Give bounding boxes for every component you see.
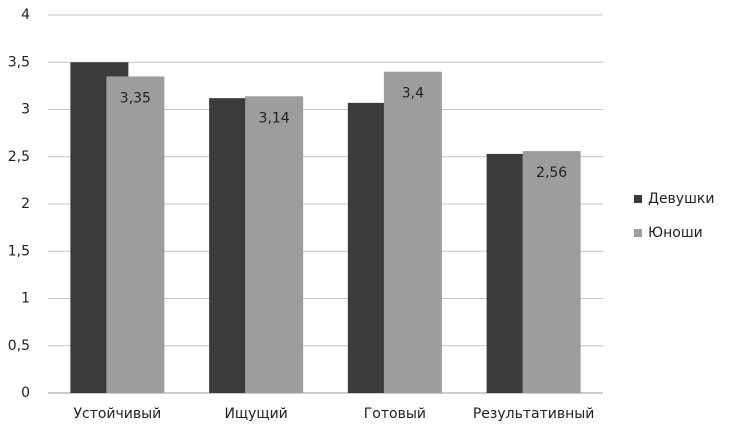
data-label: 3,35	[120, 90, 151, 106]
bar	[383, 71, 442, 393]
y-tick-label: 3	[21, 102, 30, 118]
y-tick-label: 3,5	[8, 54, 30, 70]
y-tick-label: 0	[21, 385, 30, 401]
y-tick-label: 1	[21, 291, 30, 307]
y-tick-label: 1,5	[8, 243, 30, 259]
x-tick-label: Ищущий	[224, 406, 287, 422]
y-tick-label: 2,5	[8, 149, 30, 165]
y-tick-label: 2	[21, 196, 30, 212]
bar	[245, 96, 304, 394]
x-tick-label: Устойчивый	[73, 406, 161, 422]
bar	[106, 76, 165, 394]
x-tick-label: Готовый	[364, 406, 426, 422]
data-label: 3,14	[259, 110, 290, 126]
y-tick-label: 4	[21, 7, 30, 23]
legend-swatch	[634, 195, 642, 203]
y-tick-label: 0,5	[8, 338, 30, 354]
legend-label: Девушки	[648, 191, 714, 207]
bar	[522, 151, 581, 393]
legend-label: Юноши	[648, 225, 703, 241]
legend-swatch	[634, 229, 642, 237]
x-tick-label: Результативный	[473, 406, 595, 422]
data-label: 2,56	[536, 165, 567, 181]
data-label: 3,4	[402, 86, 424, 102]
